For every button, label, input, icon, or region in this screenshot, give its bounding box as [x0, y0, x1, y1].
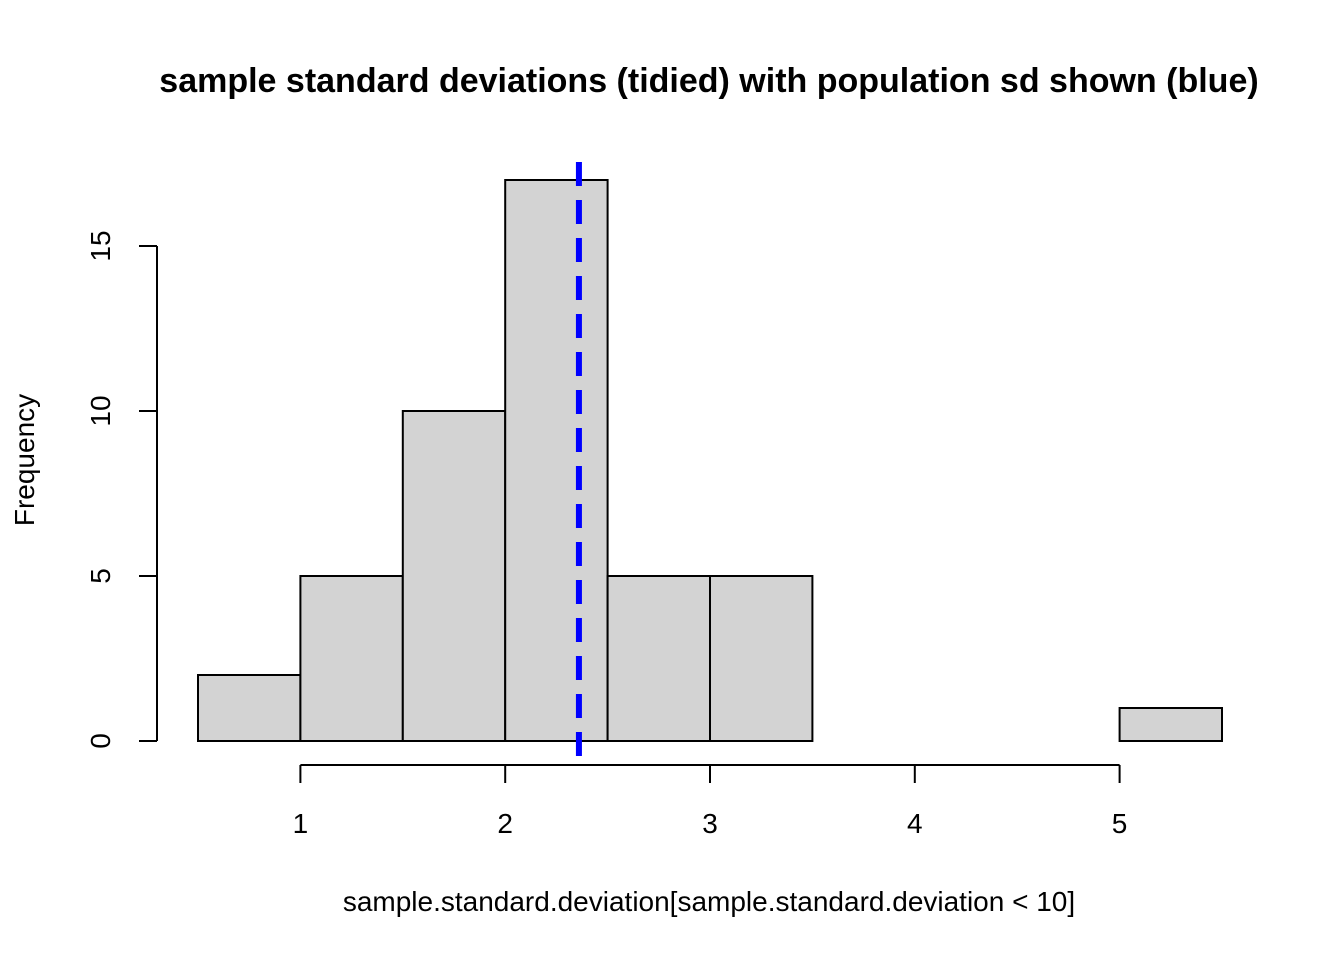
- histogram-bar-5: [709, 575, 814, 742]
- histogram-bar-0: [197, 674, 302, 742]
- y-axis: 0 5 10 15: [85, 230, 158, 749]
- y-tick-label-0: 0: [85, 733, 116, 749]
- x-axis: 1 2 3 4 5: [293, 764, 1128, 839]
- bars-group: [197, 179, 1223, 742]
- y-tick-label-5: 5: [85, 568, 116, 584]
- x-tick-label-4: 4: [907, 808, 923, 839]
- x-tick-label-3: 3: [702, 808, 718, 839]
- histogram-bar-4: [606, 575, 711, 742]
- chart-title: sample standard deviations (tidied) with…: [159, 62, 1258, 100]
- y-tick-label-15: 15: [85, 230, 116, 261]
- histogram-bar-3: [504, 179, 609, 742]
- histogram-bar-9: [1118, 707, 1223, 742]
- y-tick-label-10: 10: [85, 395, 116, 426]
- x-axis-label: sample.standard.deviation[sample.standar…: [343, 886, 1075, 917]
- histogram-bar-2: [401, 410, 507, 742]
- y-axis-label: Frequency: [9, 394, 40, 526]
- x-tick-label-1: 1: [293, 808, 309, 839]
- histogram-bar-1: [299, 575, 404, 742]
- x-tick-label-5: 5: [1112, 808, 1128, 839]
- x-tick-label-2: 2: [497, 808, 513, 839]
